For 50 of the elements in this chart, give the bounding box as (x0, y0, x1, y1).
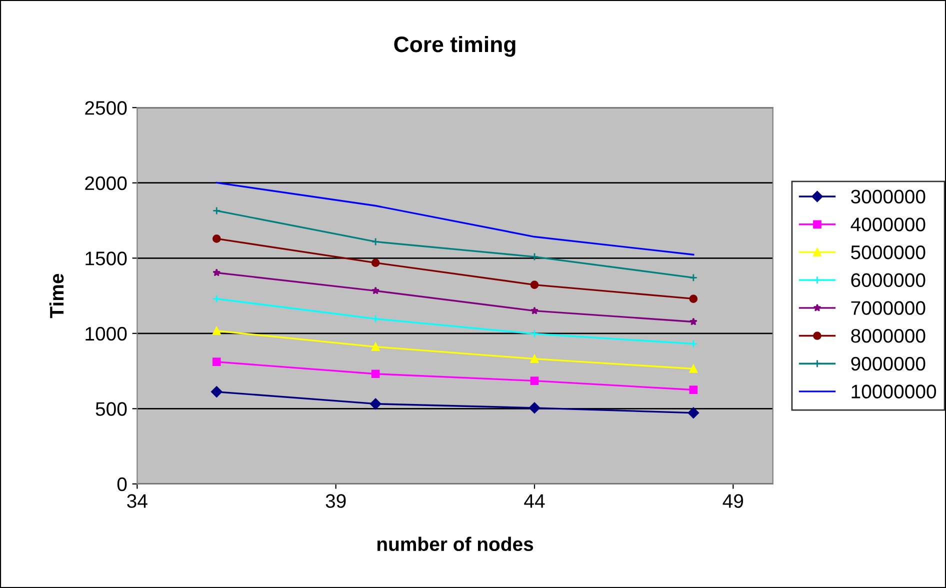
point (530, 354, 539, 363)
point (530, 280, 539, 289)
legend-label: 7000000 (851, 301, 926, 315)
legend-label: 5000000 (851, 245, 926, 260)
y-axis-title: Time (49, 274, 64, 318)
point (371, 342, 380, 351)
chart-title: Core timing (394, 36, 516, 57)
point (688, 407, 700, 418)
y-tick-label: 0 (117, 477, 127, 492)
x-tick-label: 34 (127, 494, 148, 508)
y-tick-label: 1000 (86, 326, 127, 341)
point (530, 252, 539, 261)
line-series (216, 182, 694, 256)
point (212, 294, 221, 303)
point (212, 326, 221, 336)
point (530, 376, 539, 385)
point (528, 402, 540, 414)
legend-label: 10000000 (852, 384, 936, 398)
point (370, 398, 382, 410)
point (212, 268, 221, 276)
point (212, 358, 221, 366)
legend-label: 4000000 (850, 218, 926, 232)
legend-label: 8000000 (851, 328, 926, 343)
x-tick-label: 49 (722, 494, 744, 508)
point (530, 306, 538, 314)
point (689, 340, 698, 348)
legend-label: 9000000 (851, 356, 926, 371)
point (530, 330, 539, 338)
point (689, 294, 698, 303)
legend-label: 3000000 (851, 190, 926, 204)
y-tick-label: 500 (96, 402, 127, 416)
x-axis-title: number of nodes (377, 536, 534, 552)
point (371, 314, 380, 323)
point (371, 258, 380, 267)
y-tick-label: 2500 (85, 101, 127, 115)
point (371, 370, 380, 378)
point (689, 318, 698, 326)
point (372, 286, 380, 294)
point (689, 364, 698, 373)
point (689, 274, 698, 282)
point (212, 206, 221, 215)
point (211, 386, 222, 398)
x-tick-label: 39 (326, 494, 346, 508)
point (371, 238, 380, 246)
legend-label: 6000000 (851, 273, 926, 288)
point (689, 386, 698, 394)
x-tick-label: 44 (524, 494, 545, 508)
point (212, 234, 221, 243)
y-tick-label: 2000 (85, 176, 127, 190)
y-tick-label: 1500 (86, 252, 127, 266)
